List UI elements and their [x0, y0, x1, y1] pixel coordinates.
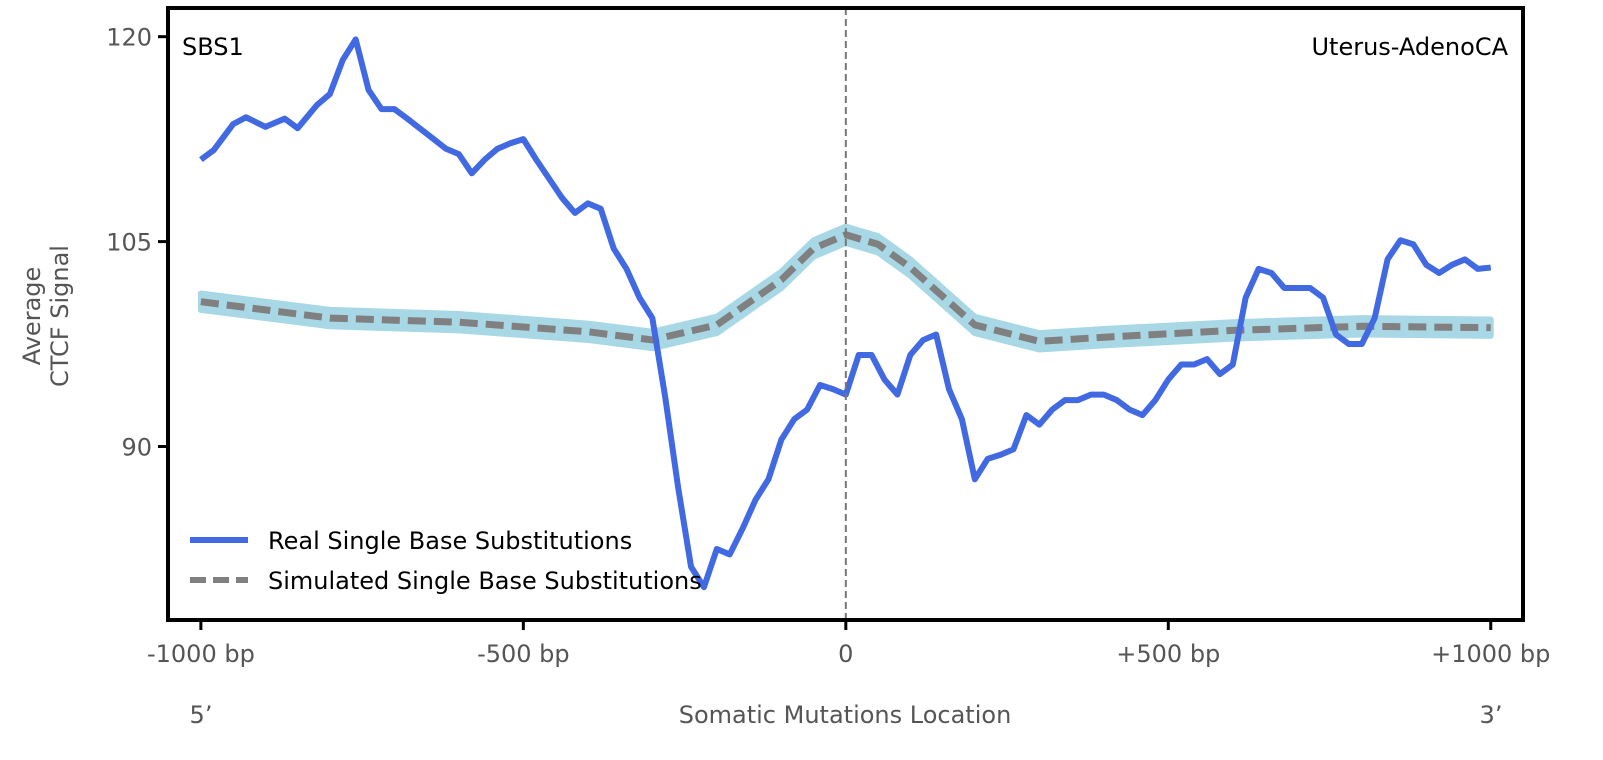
legend: Real Single Base Substitutions Simulated… — [190, 527, 702, 595]
x-tick-label: +500 bp — [1116, 640, 1220, 668]
x-tick-label: -1000 bp — [147, 640, 255, 668]
y-axis-label-line-1: Average — [18, 267, 46, 366]
y-tick-label: 120 — [106, 24, 152, 52]
x-tick-label: 0 — [838, 640, 853, 668]
three-prime-label: 3’ — [1480, 701, 1503, 729]
simulated-band-layer — [197, 223, 1494, 353]
y-axis-label: Average CTCF Signal — [18, 245, 74, 387]
x-tick-label: -500 bp — [477, 640, 570, 668]
y-tick-label: 105 — [106, 229, 152, 257]
x-axis-label: Somatic Mutations Location — [679, 701, 1012, 729]
panel-label: SBS1 — [182, 33, 244, 61]
real-sbs-line — [199, 36, 1492, 591]
x-tick-label: +1000 bp — [1431, 640, 1550, 668]
cancer-type-label: Uterus-AdenoCA — [1311, 33, 1508, 61]
y-axis-label-line-2: CTCF Signal — [46, 245, 74, 387]
y-axis-ticks: 90 105 120 — [106, 24, 168, 462]
five-prime-label: 5’ — [190, 701, 213, 729]
x-axis-ticks: -1000 bp -500 bp 0 +500 bp +1000 bp — [147, 620, 1550, 668]
simulated-confidence-band — [197, 223, 1494, 353]
y-tick-label: 90 — [121, 434, 152, 462]
legend-real-label: Real Single Base Substitutions — [268, 527, 632, 555]
legend-simulated-label: Simulated Single Base Substitutions — [268, 567, 702, 595]
